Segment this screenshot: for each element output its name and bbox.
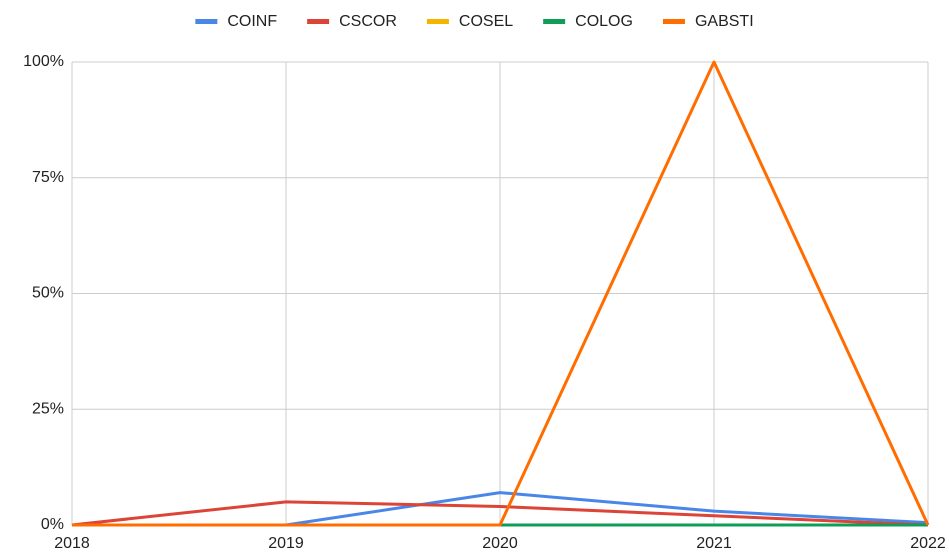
x-tick-label: 2019: [268, 535, 304, 552]
y-tick-label: 25%: [32, 400, 64, 417]
legend-swatch: [307, 19, 330, 24]
legend-label: COINF: [227, 13, 277, 30]
legend-label: COSEL: [459, 13, 513, 30]
x-tick-label: 2020: [482, 535, 518, 552]
series-line: [71, 500, 929, 527]
series-line: [72, 60, 930, 527]
y-tick-label: 75%: [32, 169, 64, 186]
x-tick-label: 2022: [910, 535, 946, 552]
y-tick-label: 0%: [41, 516, 64, 533]
legend-swatch: [195, 19, 218, 24]
legend-label: GABSTI: [695, 13, 754, 30]
y-tick-label: 100%: [23, 53, 64, 70]
legend-swatch: [426, 19, 449, 24]
x-tick-label: 2018: [54, 535, 90, 552]
legend-swatch: [662, 19, 685, 24]
x-tick-label: 2021: [696, 535, 732, 552]
legend-label: CSCOR: [339, 13, 397, 30]
y-tick-label: 50%: [32, 285, 64, 302]
legend-label: COLOG: [575, 13, 633, 30]
legend-swatch: [543, 19, 566, 24]
